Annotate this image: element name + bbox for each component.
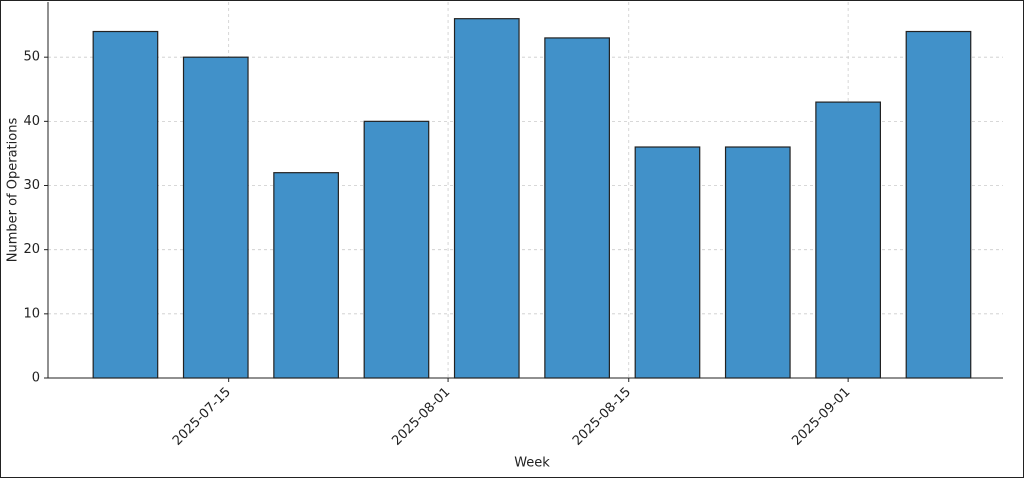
bar [453,18,520,379]
bar [182,56,249,379]
bar [815,101,881,379]
x-axis-label: Week [514,456,550,471]
bar [634,146,701,379]
y-tick-label: 10 [23,306,40,321]
y-tick-label: 40 [23,114,40,129]
y-tick-label: 20 [23,242,40,257]
y-tick-label: 50 [23,50,40,65]
bars [92,18,972,379]
y-tick-label: 30 [23,178,40,193]
bar [905,30,972,379]
y-tick-label: 0 [32,371,40,386]
bar [273,172,339,379]
bar [544,37,610,379]
bar [724,146,791,379]
y-axis-label: Number of Operations [6,118,21,263]
bar [363,120,430,379]
bar [92,30,159,379]
